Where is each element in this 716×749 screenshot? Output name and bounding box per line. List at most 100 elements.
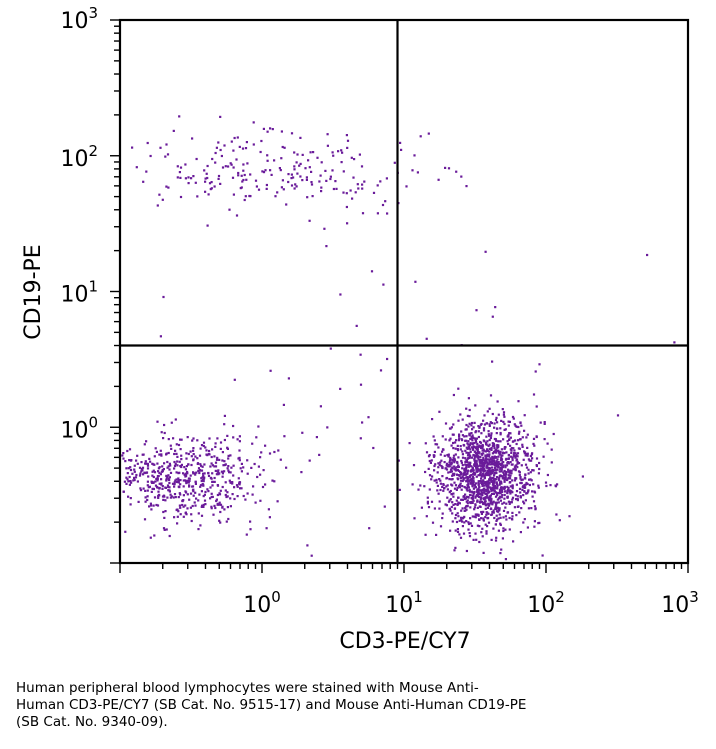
- event-dot: [475, 309, 478, 312]
- event-dot: [457, 387, 460, 390]
- event-dot: [216, 493, 219, 497]
- event-dot: [455, 488, 458, 491]
- event-dot: [473, 484, 476, 487]
- event-dot: [424, 442, 427, 445]
- event-dot: [146, 464, 150, 467]
- event-dot: [476, 500, 479, 503]
- event-dot: [133, 478, 136, 482]
- event-dot: [509, 501, 512, 504]
- event-dot: [335, 187, 338, 190]
- event-dot: [479, 446, 483, 450]
- event-dot: [466, 478, 469, 481]
- event-dot: [500, 486, 503, 489]
- event-dot: [428, 488, 431, 491]
- event-dot: [513, 449, 516, 452]
- event-dot: [481, 459, 484, 462]
- event-dot: [476, 456, 479, 459]
- event-dot: [495, 416, 498, 419]
- event-dot: [474, 430, 478, 433]
- event-dot: [194, 482, 197, 485]
- event-dot: [200, 444, 204, 447]
- event-dot: [471, 473, 475, 476]
- event-dot: [498, 470, 501, 473]
- event-dot: [197, 512, 200, 515]
- event-dot: [500, 482, 503, 485]
- event-dot: [509, 455, 512, 458]
- event-dot: [500, 468, 503, 471]
- event-dot: [238, 449, 241, 452]
- event-dot: [495, 483, 499, 486]
- event-dot: [482, 491, 485, 494]
- event-dot: [509, 471, 512, 474]
- event-dot: [160, 478, 163, 481]
- event-dot: [441, 448, 445, 451]
- event-dot: [202, 484, 205, 487]
- event-dot: [446, 488, 449, 491]
- event-dot: [498, 490, 501, 493]
- event-dot: [223, 414, 226, 417]
- event-dot: [448, 461, 451, 464]
- event-dot: [174, 479, 177, 482]
- event-dot: [465, 465, 468, 468]
- event-dot: [163, 462, 166, 465]
- event-dot: [517, 425, 520, 429]
- event-dot: [468, 415, 471, 418]
- event-dot: [467, 440, 470, 443]
- event-dot: [486, 453, 489, 456]
- event-dot: [485, 489, 488, 492]
- event-dot: [260, 139, 263, 143]
- event-dot: [192, 175, 195, 178]
- event-dot: [438, 463, 441, 466]
- event-dot: [159, 335, 162, 338]
- event-dot: [329, 347, 332, 350]
- event-dot: [416, 171, 419, 174]
- event-dot: [184, 504, 187, 507]
- event-dot: [497, 529, 500, 532]
- event-dot: [232, 424, 235, 428]
- event-dot: [450, 493, 453, 496]
- event-dot: [176, 455, 179, 458]
- event-dot: [452, 492, 455, 495]
- event-dot: [242, 494, 245, 498]
- event-dot: [442, 483, 445, 487]
- event-dot: [178, 486, 181, 489]
- event-dot: [167, 474, 170, 477]
- event-dot: [519, 438, 522, 441]
- event-dot: [469, 522, 472, 525]
- event-dot: [497, 492, 500, 495]
- event-dot: [125, 482, 128, 485]
- event-dot: [372, 446, 375, 450]
- event-dot: [478, 464, 482, 467]
- event-dot: [459, 479, 463, 482]
- event-dot: [157, 474, 160, 478]
- event-dot: [454, 529, 457, 532]
- event-dot: [257, 188, 261, 191]
- event-dot: [482, 472, 485, 475]
- event-dot: [521, 445, 524, 448]
- event-dot: [523, 429, 526, 432]
- event-dot: [177, 443, 181, 447]
- event-dot: [175, 508, 178, 511]
- event-dot: [152, 487, 155, 491]
- event-dot: [186, 436, 189, 439]
- event-dot: [482, 429, 486, 432]
- event-dot: [226, 506, 229, 509]
- event-dot: [191, 137, 194, 140]
- event-dot: [481, 535, 484, 538]
- event-dot: [187, 481, 190, 484]
- event-dot: [477, 435, 480, 439]
- event-dot: [458, 433, 461, 436]
- event-dot: [510, 451, 513, 454]
- event-dot: [430, 459, 433, 462]
- event-dot: [211, 448, 214, 451]
- event-dot: [458, 519, 461, 522]
- event-dot: [446, 496, 449, 499]
- event-dot: [337, 150, 340, 153]
- event-dot: [254, 179, 258, 182]
- event-dot: [477, 482, 480, 485]
- event-dot: [419, 484, 422, 487]
- event-dot: [240, 470, 243, 473]
- event-dot: [479, 500, 482, 503]
- event-dot: [244, 498, 247, 501]
- event-dot: [310, 181, 313, 184]
